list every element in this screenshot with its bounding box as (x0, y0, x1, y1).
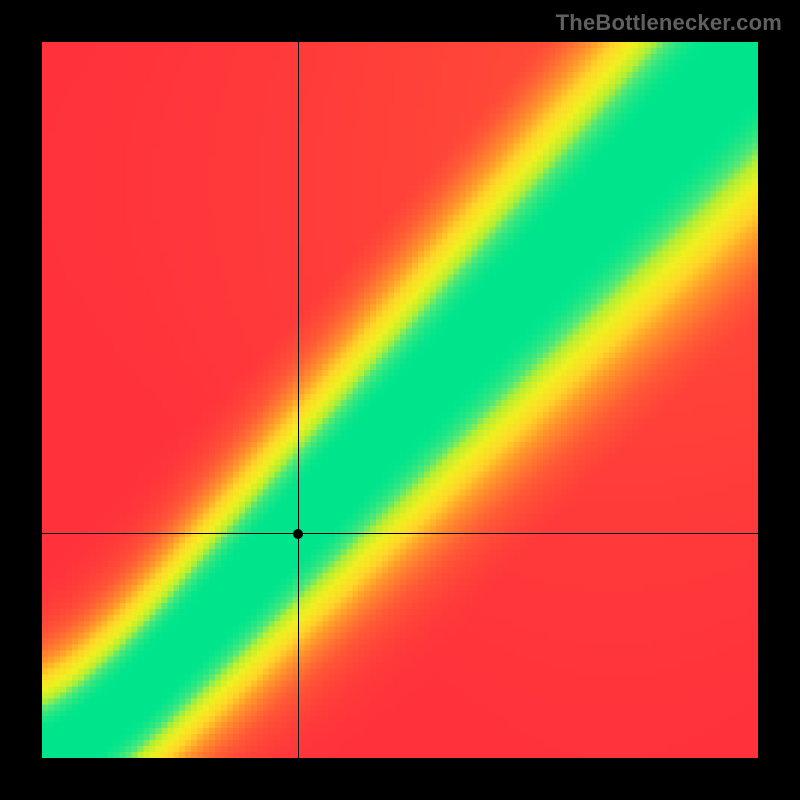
watermark-text: TheBottlenecker.com (556, 10, 782, 36)
bottleneck-heatmap (42, 42, 758, 758)
crosshair-horizontal (42, 533, 758, 534)
chart-container: TheBottlenecker.com (0, 0, 800, 800)
crosshair-vertical (298, 42, 299, 758)
